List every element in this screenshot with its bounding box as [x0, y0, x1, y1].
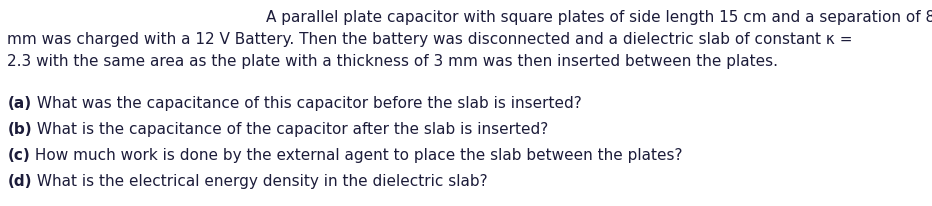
Text: A parallel plate capacitor with square plates of side length 15 cm and a separat: A parallel plate capacitor with square p… [266, 10, 932, 25]
Text: (c): (c) [7, 148, 30, 163]
Text: (a): (a) [7, 96, 32, 111]
Text: mm was charged with a 12 V Battery. Then the battery was disconnected and a diel: mm was charged with a 12 V Battery. Then… [7, 32, 853, 47]
Text: 2.3 with the same area as the plate with a thickness of 3 mm was then inserted b: 2.3 with the same area as the plate with… [7, 54, 778, 69]
Text: How much work is done by the external agent to place the slab between the plates: How much work is done by the external ag… [30, 148, 683, 163]
Text: (b): (b) [7, 122, 32, 137]
Text: What was the capacitance of this capacitor before the slab is inserted?: What was the capacitance of this capacit… [32, 96, 582, 111]
Text: (d): (d) [7, 174, 32, 189]
Text: What is the capacitance of the capacitor after the slab is inserted?: What is the capacitance of the capacitor… [32, 122, 548, 137]
Text: What is the electrical energy density in the dielectric slab?: What is the electrical energy density in… [32, 174, 487, 189]
